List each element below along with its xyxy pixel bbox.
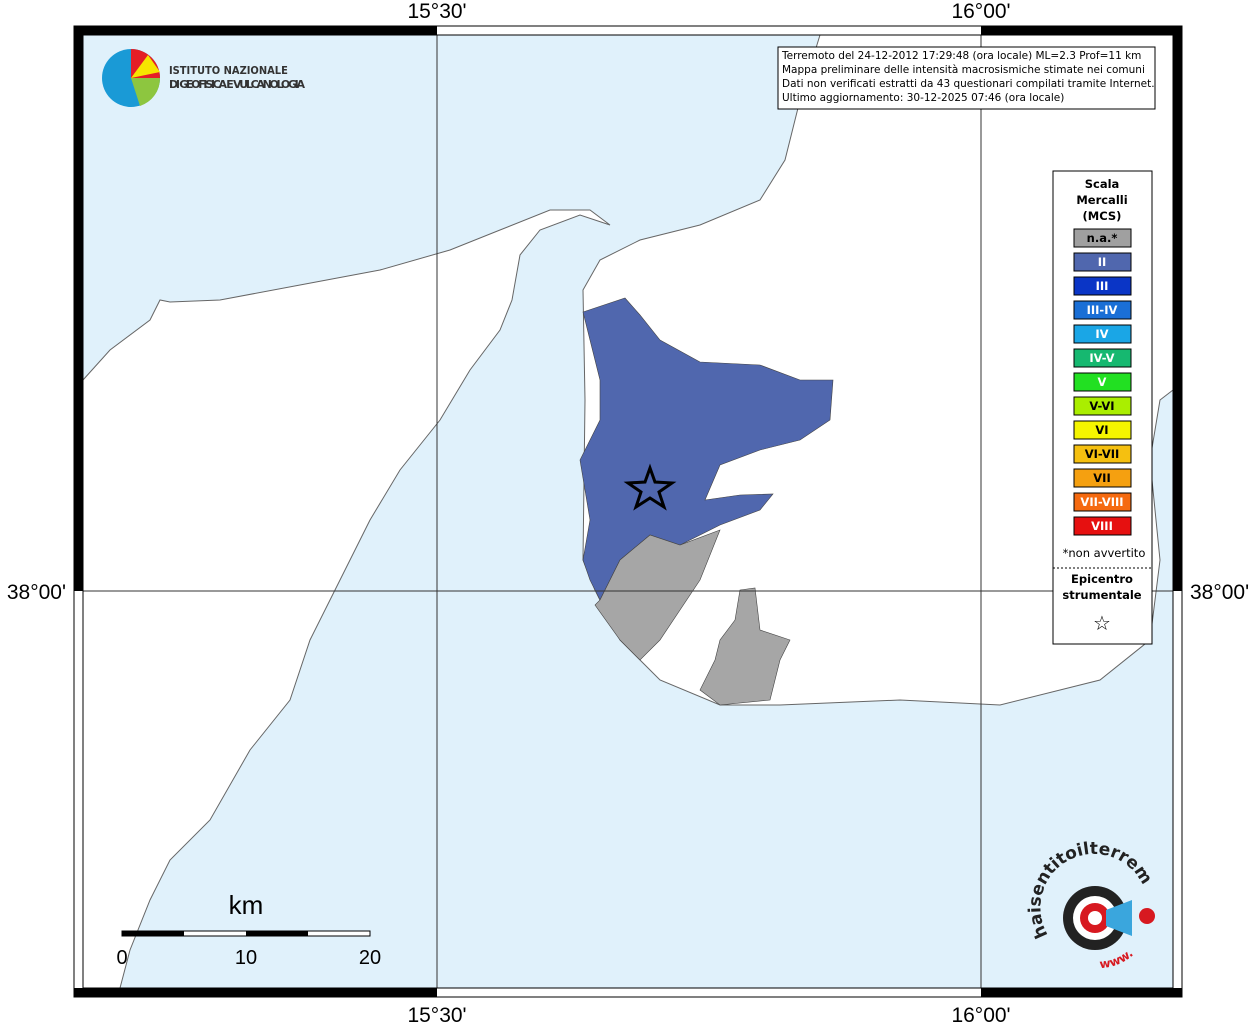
logo-text: DI GEOFISICA E VULCANOLOGIA — [169, 78, 305, 91]
lon-label: 15°30' — [407, 0, 466, 23]
grid — [83, 35, 1173, 988]
legend-label: VI — [1095, 423, 1108, 437]
legend-epicenter: Epicentro — [1071, 572, 1133, 586]
legend-label: V-VI — [1089, 399, 1114, 413]
info: Terremoto del 24-12-2012 17:29:48 (ora l… — [781, 50, 1155, 104]
scale-unit: km — [229, 890, 264, 920]
ingv-logo: ISTITUTO NAZIONALE DI GEOFISICA E VULCAN… — [102, 49, 305, 107]
legend: ScalaMercalli(MCS)n.a.*IIIIIIII-IVIVIV-V… — [1053, 177, 1152, 635]
info-line: Dati non verificati estratti da 43 quest… — [782, 78, 1155, 90]
legend-swatch — [1073, 324, 1132, 344]
info-line: Terremoto del 24-12-2012 17:29:48 (ora l… — [781, 50, 1141, 62]
legend-label: III — [1096, 279, 1109, 293]
legend-label: VIII — [1091, 519, 1113, 533]
legend-swatch — [1073, 516, 1132, 536]
legend-swatch — [1073, 300, 1132, 320]
scale-bar: km 0 10 20 — [116, 890, 381, 969]
info-box — [777, 46, 1156, 110]
lat-label: 38°00' — [1190, 581, 1249, 604]
lat-label: 38°00' — [7, 581, 66, 604]
legend-label: IV — [1095, 327, 1108, 341]
frame — [73, 25, 1183, 998]
epicenter — [623, 463, 677, 511]
legend-swatch — [1073, 396, 1132, 416]
legend-title: (MCS) — [1083, 209, 1122, 223]
legend-label: VI-VII — [1085, 447, 1120, 461]
logo-text: ISTITUTO NAZIONALE — [169, 64, 288, 77]
legend-epicenter: strumentale — [1062, 588, 1141, 602]
na-area — [594, 529, 721, 661]
lon-label: 16°00' — [951, 0, 1010, 23]
legend-swatch — [1073, 252, 1132, 272]
legend-swatch — [1073, 228, 1132, 248]
intensity-area — [579, 297, 834, 601]
legend-label: IV-V — [1089, 351, 1114, 365]
legend-swatch — [1073, 348, 1132, 368]
legend-swatch — [1073, 372, 1132, 392]
legend-label: V — [1098, 375, 1107, 389]
legend-swatch — [1073, 492, 1132, 512]
legend-swatch — [1073, 468, 1132, 488]
legend-swatch — [1073, 420, 1132, 440]
legend-label: VII-VIII — [1080, 495, 1123, 509]
info-line: Ultimo aggiornamento: 30-12-2025 07:46 (… — [782, 92, 1064, 104]
scale-label: 20 — [359, 947, 381, 969]
scale-label: 10 — [235, 947, 257, 969]
na-area — [699, 587, 791, 706]
legend-label: II — [1098, 255, 1107, 269]
legend-note: *non avvertito — [1063, 546, 1146, 560]
land-west — [82, 209, 611, 989]
lon-label: 16°00' — [951, 1004, 1010, 1024]
info-line: Mappa preliminare delle intensità macros… — [782, 64, 1145, 76]
lon-label: 15°30' — [407, 1004, 466, 1024]
legend-title: Mercalli — [1076, 193, 1127, 207]
scale-label: 0 — [116, 947, 127, 969]
legend-symbol: ☆ — [1093, 611, 1111, 635]
legend-swatch — [1073, 444, 1132, 464]
legend-swatch — [1073, 276, 1132, 296]
legend-title: Scala — [1085, 177, 1120, 191]
legend-label: III-IV — [1087, 303, 1118, 317]
legend-label: VII — [1093, 471, 1110, 485]
legend-label: n.a.* — [1087, 231, 1118, 245]
